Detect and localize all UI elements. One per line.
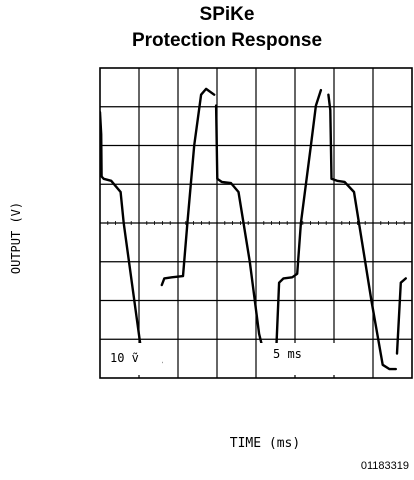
traces bbox=[100, 87, 407, 371]
chart-title: SPiKe bbox=[199, 4, 255, 25]
waveform-trace-1-segment-2 bbox=[160, 87, 216, 287]
figure-id: 01183319 bbox=[360, 460, 409, 472]
chart-subtitle: Protection Response bbox=[131, 30, 323, 51]
waveform-trace-1-segment-6 bbox=[395, 277, 407, 355]
waveform-trace-1-segment-1 bbox=[100, 111, 163, 371]
horizontal-scale-annotation: 5 ms bbox=[260, 343, 346, 375]
x-axis-label: TIME (ms) bbox=[229, 436, 301, 451]
grid bbox=[99, 68, 413, 378]
waveform-trace-1-segment-4 bbox=[274, 88, 323, 358]
plot-frame bbox=[99, 67, 413, 379]
waveform-trace-1-segment-5 bbox=[327, 93, 397, 371]
horizontal-scale-label: 5 ms bbox=[273, 347, 302, 361]
vertical-scale-annotation: 10 ṽ bbox=[102, 343, 162, 375]
vertical-scale-label: 10 ṽ bbox=[110, 351, 139, 365]
